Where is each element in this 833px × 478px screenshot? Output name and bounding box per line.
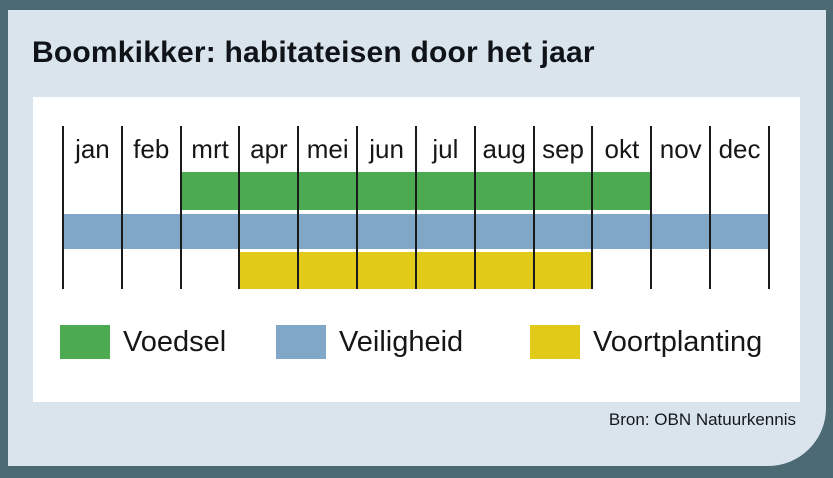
- gridline: [709, 126, 712, 289]
- source-credit: Bron: OBN Natuurkennis: [608, 410, 796, 429]
- legend-label: Voedsel: [123, 325, 227, 358]
- month-label-aug: aug: [482, 133, 526, 164]
- month-label-dec: dec: [718, 133, 761, 164]
- month-label-jan: jan: [75, 133, 110, 164]
- gridline: [238, 126, 241, 289]
- month-label-mrt: mrt: [191, 133, 229, 164]
- legend-swatch-veiligheid: [276, 325, 326, 359]
- infographic-card: Boomkikker: habitateisen door het jaar j…: [8, 10, 826, 466]
- gridline: [767, 126, 770, 289]
- gridline: [297, 126, 300, 289]
- month-label-jun: jun: [369, 133, 404, 164]
- gridline: [591, 126, 594, 289]
- legend-item-veiligheid: Veiligheid: [276, 325, 463, 359]
- gridline: [650, 126, 653, 289]
- legend-label: Veiligheid: [339, 325, 464, 358]
- month-label-jul: jul: [432, 133, 459, 164]
- gridline: [179, 126, 182, 289]
- legend-item-voedsel: Voedsel: [60, 325, 226, 359]
- chart-panel: jan feb mrt apr mei jun jul aug sep okt nov dec Voe…: [33, 97, 800, 402]
- legend-item-voortplanting: Voortplanting: [530, 325, 762, 359]
- gridline: [414, 126, 417, 289]
- month-label-sep: sep: [542, 133, 584, 164]
- month-label-mei: mei: [306, 133, 349, 164]
- legend-swatch-voedsel: [60, 325, 110, 359]
- month-label-okt: okt: [604, 133, 640, 164]
- gridline: [532, 126, 535, 289]
- chart-title: Boomkikker: habitateisen door het jaar: [32, 36, 595, 69]
- gridline: [473, 126, 476, 289]
- legend-label: Voortplanting: [593, 325, 763, 358]
- gridline: [120, 126, 123, 289]
- gridline: [62, 126, 64, 289]
- month-label-feb: feb: [133, 133, 170, 164]
- month-label-apr: apr: [250, 133, 288, 164]
- gridline: [356, 126, 359, 289]
- month-label-nov: nov: [659, 133, 702, 164]
- legend: Voedsel Veiligheid Voortplanting: [33, 325, 800, 367]
- legend-swatch-voortplanting: [530, 325, 580, 359]
